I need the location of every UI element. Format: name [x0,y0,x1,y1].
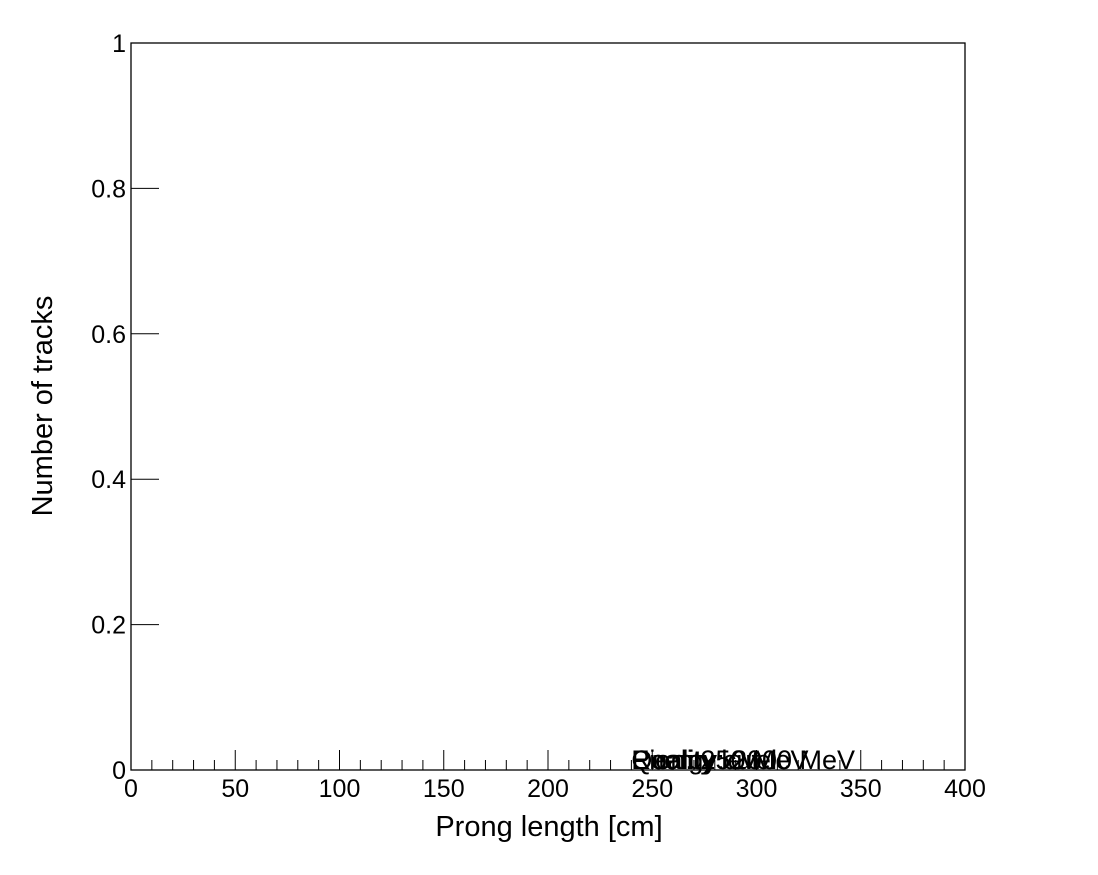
x-tick-label: 50 [221,775,249,803]
x-tick-label: 400 [944,775,986,803]
plot-frame [130,42,966,771]
y-tick-label: 0.4 [91,466,126,494]
y-axis-ticks [131,42,159,771]
x-axis-tick-labels: 0 50 100 150 200 250 300 350 400 [124,775,986,803]
y-tick-label: 0.2 [91,612,126,640]
y-tick-label: 0.8 [91,175,126,203]
x-tick-label: 0 [124,775,138,803]
y-axis-title: Number of tracks [27,296,59,517]
x-axis-ticks [130,750,966,770]
annotation-label: Reality level [631,745,777,775]
x-tick-label: 150 [423,775,465,803]
y-tick-label: 0 [112,757,126,785]
x-tick-label: 100 [319,775,361,803]
x-tick-label: 350 [840,775,882,803]
annotation-label: Pion: 250 MeV [631,745,808,775]
y-axis-tick-labels: 0 0.2 0.4 0.6 0.8 1 [91,30,126,785]
y-tick-label: 0.6 [91,321,126,349]
x-axis-title: Prong length [cm] [435,811,662,843]
y-tick-label: 1 [112,30,126,58]
annotation-label: Quality cut [631,745,759,775]
x-tick-label: 200 [527,775,569,803]
x-tick-label: 300 [736,775,778,803]
x-tick-label: 250 [631,775,673,803]
annotation-label: Energy: 2000 MeV [631,745,855,775]
